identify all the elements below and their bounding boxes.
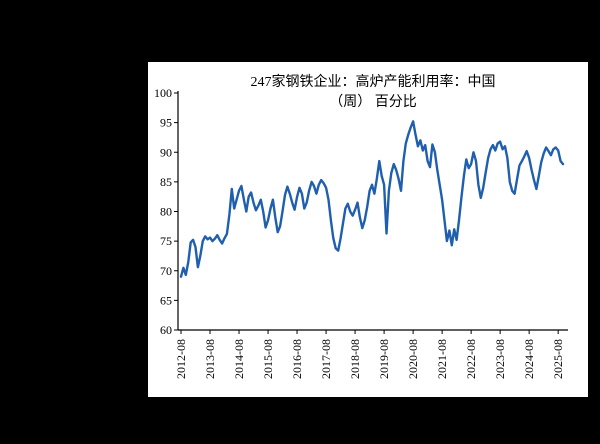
x-tick-label: 2016-08 [290,339,304,379]
x-tick-label: 2019-08 [377,339,391,379]
x-tick-label: 2020-08 [406,339,420,379]
x-tick-label: 2022-08 [464,339,478,379]
chart-title-line2: （周） 百分比 [329,94,417,110]
series-line [179,120,565,278]
chart-panel: 247家钢铁企业：高炉产能利用率：中国 （周） 百分比 60 65 70 75 80 85 90… [148,62,588,397]
x-tick-label: 2013-08 [203,339,217,379]
y-tick-label: 75 [160,234,172,248]
x-tick-label: 2024-08 [522,339,536,379]
y-tick-label: 65 [160,293,172,307]
x-tick-label: 2025-08 [551,339,565,379]
y-tick-label: 80 [160,205,172,219]
y-tick-label: 90 [160,145,172,159]
x-tick-label: 2015-08 [261,339,275,379]
y-tick-label: 85 [160,175,172,189]
line-chart: 247家钢铁企业：高炉产能利用率：中国 （周） 百分比 60 65 70 75 80 85 90… [154,73,568,379]
y-tick-label: 95 [160,116,172,130]
x-tick-label: 2012-08 [174,339,188,379]
x-tick-label: 2017-08 [319,339,333,379]
y-tick-label: 100 [154,86,172,100]
x-tick-label: 2023-08 [493,339,507,379]
x-tick-label: 2018-08 [348,339,362,379]
x-tick-label: 2021-08 [435,339,449,379]
y-tick-label: 70 [160,264,172,278]
chart-title-line1: 247家钢铁企业：高炉产能利用率：中国 [251,73,496,90]
white-dot [579,73,584,77]
y-tick-label: 60 [160,323,172,337]
x-tick-label: 2014-08 [232,339,246,379]
